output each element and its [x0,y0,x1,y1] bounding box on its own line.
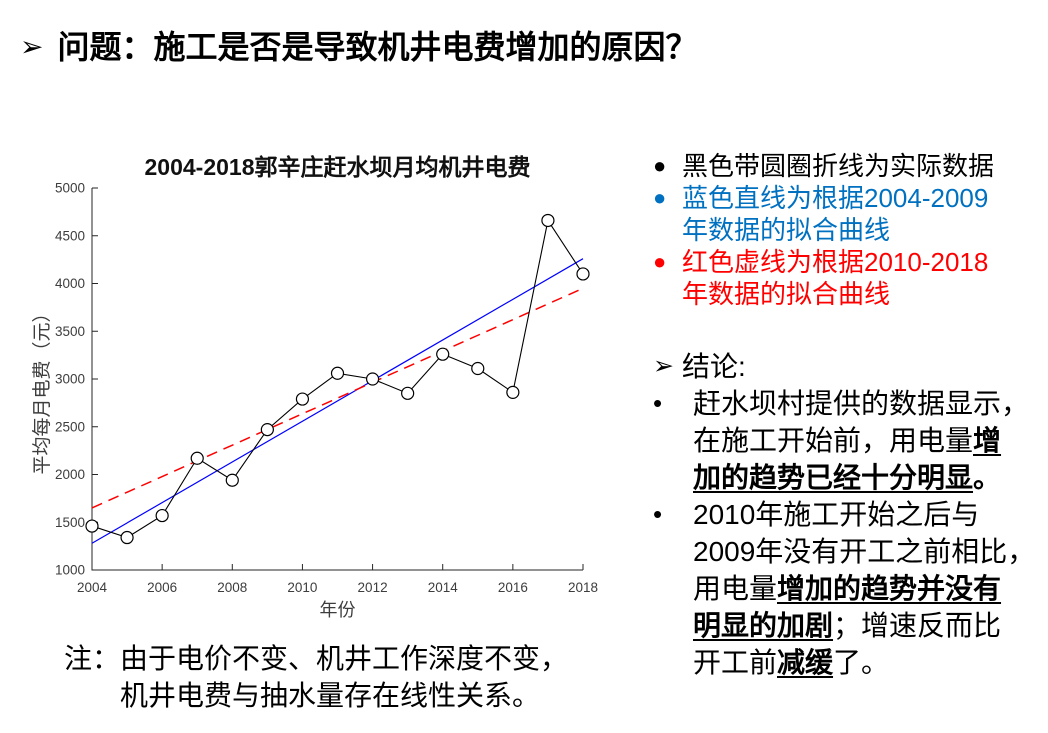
page-title-text: 问题：施工是否是导致机井电费增加的原因？ [57,29,698,65]
chart: 1000 1500 2000 2500 3000 3500 4000 4500 5000 2004… [30,133,645,633]
data-point-marker [190,451,204,465]
text-segment: 赶水坝村提供的数据显示， [693,388,1030,419]
data-point-marker [155,508,169,523]
y-tick-label: 4000 [55,276,85,291]
legend-item-text: 年数据的拟合曲线 [682,215,891,245]
y-tick-label: 4500 [55,228,85,243]
conclusion-header: ➢ 结论: [653,348,1045,385]
conclusion-block: ➢ 结论: • 赶水坝村提供的数据显示， 在施工开始前，用电量增 加的趋势已经十… [653,348,1045,681]
dot-bullet-icon: • [653,388,663,418]
blue-dot-icon: ● [653,185,667,210]
data-point-marker [471,361,485,376]
legend-item-actual: ● 黑色带圆圈折线为实际数据 [653,150,1045,182]
arrow-bullet-icon: ➢ [20,31,44,62]
arrow-bullet-icon: ➢ [653,352,674,380]
x-tick-label: 2014 [428,580,459,595]
red-dashed-fit-line [91,287,584,509]
text-segment: ；增速反而比 [833,610,1002,641]
text-segment-emphasis: 增 [973,425,1002,456]
x-tick-label: 2018 [568,580,598,595]
y-tick-label: 1500 [55,515,85,530]
x-tick-label: 2008 [217,580,247,595]
legend-item-text: 黑色带圆圈折线为实际数据 [682,151,995,181]
legend-item-text: 年数据的拟合曲线 [682,279,891,309]
footnote-label: 注： [64,643,121,674]
data-point-marker [365,372,380,386]
conclusion-bullet-2-text: 2010年施工开始之后与 2009年没有开工之前相比， 用电量增加的趋势并没有 … [693,496,1035,681]
text-segment: 开工前 [693,647,778,678]
conclusion-bullet-1: • 赶水坝村提供的数据显示， 在施工开始前，用电量增 加的趋势已经十分明显。 [653,385,1045,496]
dot-bullet-icon: • [653,499,663,529]
data-point-marker [506,385,520,399]
page-title: ➢ 问题：施工是否是导致机井电费增加的原因？ [20,22,697,68]
legend-item-text: 红色虚线为根据2010-2018 [682,247,989,277]
data-point-marker [120,530,134,545]
text-segment: 2009年没有开工之前相比， [693,536,1036,567]
chart-legend: ● 黑色带圆圈折线为实际数据 ● 蓝色直线为根据2004-2009 年数据的拟合… [653,150,1045,310]
text-segment: 用电量 [693,573,778,604]
legend-item-blue-fit: ● 蓝色直线为根据2004-2009 年数据的拟合曲线 [653,182,1045,246]
footnote: 注： 由于电价不变、机井工作深度不变， 机井电费与抽水量存在线性关系。 [64,640,568,714]
text-segment-emphasis: 增加的趋势并没有 [777,573,1002,604]
legend-item-text: 蓝色直线为根据2004-2009 [682,183,989,213]
text-segment: 2010年施工开始之后与 [693,499,980,530]
y-tick-label: 2000 [55,467,85,482]
text-segment: 了。 [833,647,890,678]
line-chart: 1000 1500 2000 2500 3000 3500 4000 4500 5000 2004… [31,154,598,620]
blue-fit-line [91,258,584,544]
x-tick-label: 2016 [498,580,528,595]
data-point-marker [225,473,239,487]
text-segment: 在施工开始前，用电量 [693,425,974,456]
data-point-marker [401,386,415,400]
data-point-marker [541,213,555,228]
text-segment: 。 [973,462,1002,493]
y-tick-label: 5000 [55,181,85,196]
y-axis-label: 平均每月电费（元） [31,303,53,474]
red-dot-icon: ● [653,249,667,274]
data-point-marker [295,392,310,406]
x-tick-label: 2010 [287,580,317,595]
text-segment-emphasis: 减缓 [777,647,834,678]
footnote-line: 由于电价不变、机井工作深度不变， [120,643,569,674]
conclusion-header-text: 结论: [681,351,746,382]
data-point-marker [260,423,274,437]
black-dot-icon: ● [653,153,667,178]
legend-item-red-fit: ● 红色虚线为根据2010-2018 年数据的拟合曲线 [653,246,1045,310]
y-tick-label: 2500 [55,419,85,434]
conclusion-bullet-2: • 2010年施工开始之后与 2009年没有开工之前相比， 用电量增加的趋势并没… [653,496,1045,681]
x-axis-label: 年份 [320,600,356,620]
footnote-line: 机井电费与抽水量存在线性关系。 [120,680,541,711]
text-segment-emphasis: 加的趋势已经十分明显 [693,462,974,493]
data-point-marker [436,347,450,361]
data-point-marker [576,267,590,281]
chart-title: 2004-2018郭辛庄赶水坝月均机井电费 [145,154,531,180]
x-tick-label: 2012 [358,580,388,595]
y-tick-label: 1000 [55,563,85,578]
x-tick-label: 2004 [77,580,108,595]
right-panel: ● 黑色带圆圈折线为实际数据 ● 蓝色直线为根据2004-2009 年数据的拟合… [653,150,1045,681]
y-tick-label: 3000 [55,372,85,387]
y-tick-label: 3500 [55,324,85,339]
data-point-marker [85,519,99,533]
text-segment-emphasis: 明显的加剧 [693,610,834,641]
x-tick-label: 2006 [147,580,177,595]
conclusion-bullet-1-text: 赶水坝村提供的数据显示， 在施工开始前，用电量增 加的趋势已经十分明显。 [693,385,1029,496]
data-point-marker [330,366,345,380]
